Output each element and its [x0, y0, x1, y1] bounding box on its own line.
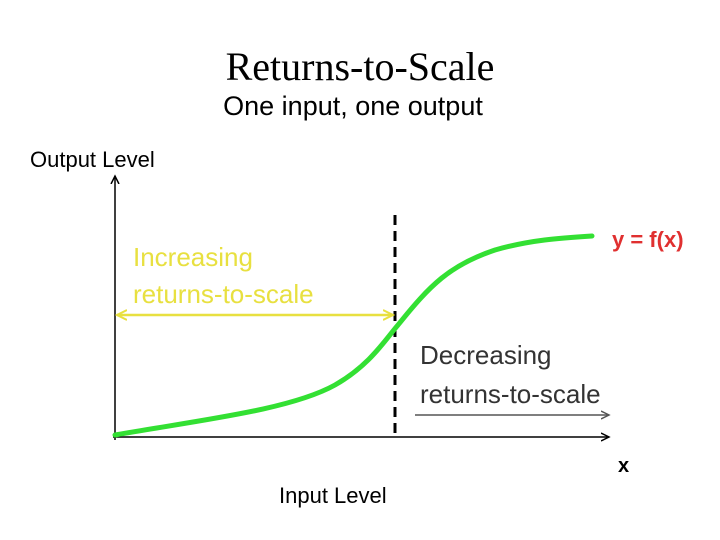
region-label: Increasing — [133, 242, 253, 272]
curve-label: y = f(x) — [612, 227, 684, 252]
x-symbol: x — [618, 455, 629, 477]
x-axis-label: Input Level — [279, 483, 387, 508]
region-label: returns-to-scale — [420, 379, 601, 409]
subtitle: One input, one output — [223, 91, 483, 121]
production-curve — [112, 233, 595, 438]
y-axis-label: Output Level — [30, 147, 155, 172]
region-label: returns-to-scale — [133, 279, 314, 309]
region-label: Decreasing — [420, 340, 552, 370]
title: Returns-to-Scale — [226, 44, 495, 89]
